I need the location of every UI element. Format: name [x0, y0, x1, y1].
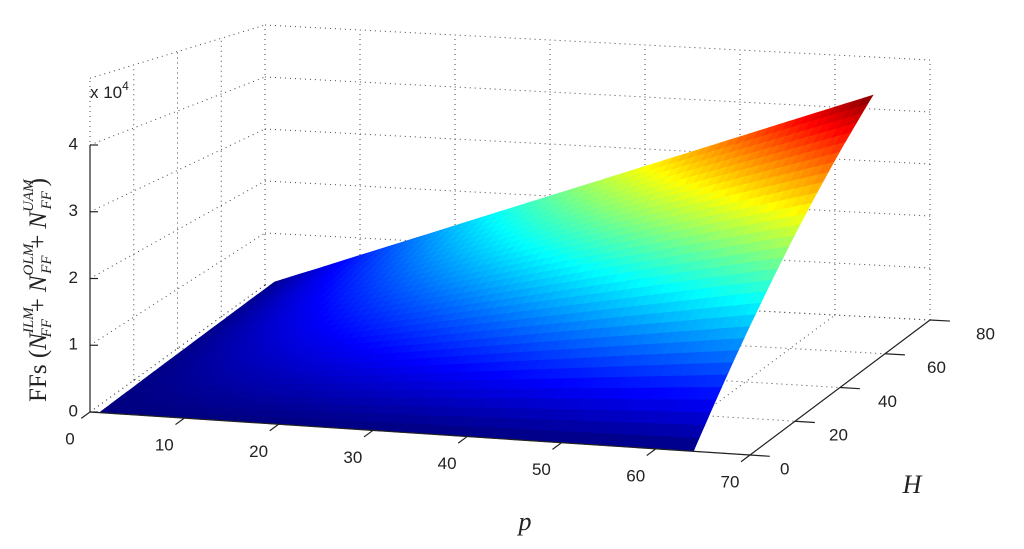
y-tick-label: 80: [976, 324, 995, 343]
z-tick-label: 3: [69, 201, 78, 220]
x-tick-label: 10: [155, 436, 174, 455]
z-label-sup: OLM: [21, 242, 37, 275]
grid-line: [264, 76, 931, 113]
x-tick-label: 40: [438, 454, 457, 473]
grid-line: [89, 284, 266, 413]
x-tick: [80, 411, 91, 419]
x-tick: [269, 423, 279, 432]
x-tick-label: 60: [626, 466, 645, 485]
z-label-base: N: [25, 332, 52, 351]
z-multiplier-exp: 4: [122, 79, 129, 93]
x-tick: [175, 417, 185, 426]
z-label-sup: UAM: [21, 178, 37, 212]
y-tick: [749, 454, 770, 457]
z-label-sub: FF: [39, 255, 55, 275]
grid-line: [264, 24, 931, 61]
x-tick: [457, 436, 468, 444]
surface: [98, 94, 874, 452]
z-multiplier-base: x 10: [90, 83, 122, 102]
y-tick-label: 60: [927, 358, 946, 377]
y-tick-label: 40: [878, 392, 897, 411]
z-label-sub: FF: [39, 318, 55, 338]
z-label-sup: ILM: [21, 306, 37, 334]
x-tick-label: 0: [65, 429, 74, 448]
z-label-base: N: [25, 211, 52, 230]
z-tick-label: 2: [69, 268, 78, 287]
y-tick: [794, 420, 815, 424]
z-label-base: N: [25, 274, 52, 293]
y-axis-label: H: [902, 470, 923, 499]
y-tick: [884, 353, 905, 356]
z-tick-label: 1: [69, 335, 78, 354]
x-tick: [552, 442, 562, 450]
z-label-joiner: +: [25, 298, 52, 312]
z-axis-label: FFs (NILM FFN+NOLM FFN+NUAM FFN): [21, 178, 55, 402]
x-axis-line: [89, 411, 751, 456]
grid-line: [264, 232, 931, 269]
z-label-reset: N: [39, 190, 41, 191]
x-tick-label: 20: [249, 442, 268, 461]
grid-line: [89, 128, 266, 213]
z-label-joiner: +: [25, 235, 52, 249]
z-multiplier: x 104: [90, 79, 129, 102]
z-label-reset: N: [39, 254, 41, 255]
x-tick-label: 30: [343, 448, 362, 467]
y-tick: [929, 319, 950, 322]
z-label-reset: N: [39, 318, 41, 319]
z-label-suffix: ): [25, 178, 52, 186]
z-tick-label: 4: [69, 134, 78, 153]
x-tick-label: 50: [532, 460, 551, 479]
x-tick: [363, 429, 374, 438]
x-tick: [740, 454, 751, 463]
x-tick-label: 70: [721, 472, 740, 491]
z-label-prefix: FFs (: [25, 350, 52, 402]
grid-line: [89, 24, 266, 79]
z-label-sub: FF: [39, 190, 55, 210]
grid-line: [89, 180, 266, 279]
x-tick: [646, 448, 657, 457]
y-tick-label: 20: [829, 426, 848, 445]
grid-line: [264, 128, 931, 165]
y-tick-label: 0: [780, 459, 789, 478]
y-tick: [839, 386, 860, 390]
z-tick-label: 0: [69, 401, 78, 420]
x-axis-label: p: [517, 507, 532, 536]
grid-line: [264, 180, 931, 217]
axes: 0 10 20 30 40 50 60 70 0 20 40 60 80 0 1 2 3 4: [65, 134, 995, 491]
